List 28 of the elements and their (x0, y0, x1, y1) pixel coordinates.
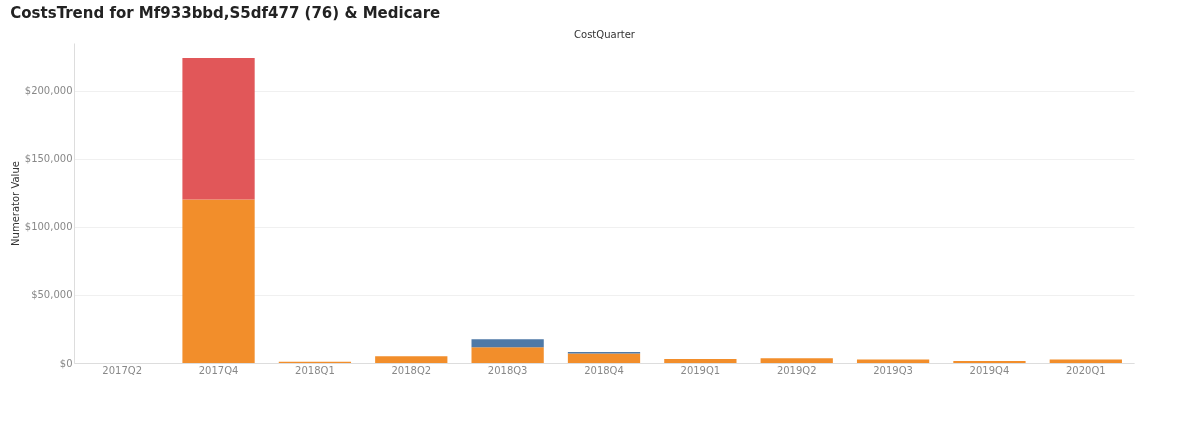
bar (375, 356, 448, 363)
x-tick-label: 2018Q4 (584, 364, 624, 376)
y-tick-label: $150,000 (24, 153, 73, 165)
y-axis-title: Numerator Value (9, 161, 21, 246)
x-tick-label: 2020Q1 (1065, 364, 1106, 376)
x-axis-title: CostQuarter (574, 28, 636, 40)
x-tick-label: 2019Q3 (873, 364, 913, 376)
x-tick-label: 2018Q3 (487, 364, 528, 376)
bar (182, 199, 255, 363)
x-tick-label: 2019Q2 (776, 364, 817, 376)
y-tick-label: $0 (59, 357, 73, 369)
x-tick-label: 2017Q4 (198, 364, 239, 376)
x-tick-label: 2018Q1 (295, 364, 335, 376)
bar (182, 57, 255, 200)
bar (953, 360, 1026, 363)
x-tick-label: 2017Q2 (102, 364, 143, 376)
bar (567, 353, 641, 363)
bar (471, 339, 544, 348)
x-tick-label: 2019Q1 (680, 364, 721, 376)
y-tick-label: $50,000 (31, 289, 73, 301)
y-tick-label: $200,000 (24, 85, 73, 97)
chart-title: CostsTrend for Mf933bbd,S5df477 (76) & Medicare (10, 4, 441, 22)
bar (664, 358, 737, 363)
y-tick-label: $100,000 (24, 221, 73, 233)
bar (471, 347, 544, 363)
x-tick-label: 2018Q2 (391, 364, 432, 376)
x-tick-label: 2019Q4 (969, 364, 1010, 376)
bar (760, 358, 833, 363)
